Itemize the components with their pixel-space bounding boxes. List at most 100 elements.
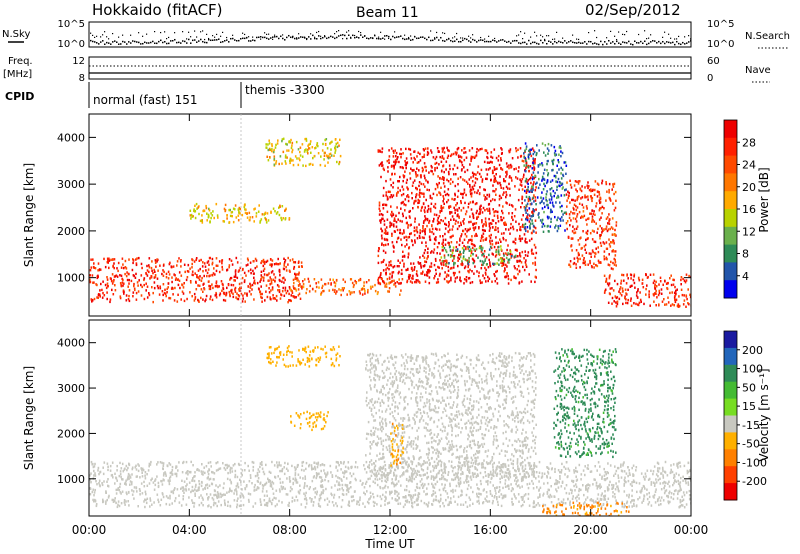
heatmap-cell bbox=[626, 501, 628, 505]
heatmap-cell bbox=[465, 235, 468, 238]
heatmap-cell bbox=[275, 489, 278, 492]
y-tick-label: 3000 bbox=[57, 178, 85, 191]
heatmap-cell bbox=[116, 488, 119, 491]
heatmap-cell bbox=[421, 156, 424, 159]
heatmap-cell bbox=[449, 182, 452, 185]
heatmap-cell bbox=[456, 248, 459, 251]
heatmap-cell bbox=[500, 245, 502, 248]
heatmap-cell bbox=[243, 271, 246, 275]
nsky-sample bbox=[390, 38, 392, 41]
nsearch-sample bbox=[266, 33, 268, 36]
nsky-sample bbox=[242, 37, 244, 40]
heatmap-cell bbox=[286, 143, 288, 146]
heatmap-cell bbox=[576, 198, 578, 202]
heatmap-cell bbox=[413, 229, 416, 233]
heatmap-cell bbox=[557, 225, 559, 228]
heatmap-cell bbox=[425, 273, 428, 277]
heatmap-cell bbox=[567, 190, 569, 193]
heatmap-cell bbox=[268, 287, 270, 290]
heatmap-cell bbox=[289, 299, 291, 302]
heatmap-cell bbox=[265, 146, 267, 149]
heatmap-cell bbox=[358, 290, 361, 293]
nsearch-sample bbox=[442, 32, 444, 34]
heatmap-cell bbox=[231, 215, 233, 218]
heatmap-cell bbox=[313, 278, 316, 281]
heatmap-cell bbox=[479, 212, 481, 215]
nsky-sample bbox=[392, 35, 394, 38]
heatmap-cell bbox=[586, 232, 589, 236]
heatmap-cell bbox=[552, 158, 555, 162]
heatmap-cell bbox=[525, 229, 527, 233]
heatmap-cell bbox=[156, 277, 159, 280]
nsky-sample bbox=[688, 41, 690, 43]
heatmap-cell bbox=[535, 268, 537, 272]
heatmap-cell bbox=[487, 209, 489, 212]
heatmap-cell bbox=[559, 477, 561, 480]
heatmap-cell bbox=[496, 210, 499, 214]
heatmap-cell bbox=[493, 180, 495, 183]
heatmap-cell bbox=[354, 465, 356, 469]
heatmap-cell bbox=[148, 292, 150, 295]
heatmap-cell bbox=[612, 261, 614, 265]
heatmap-cell bbox=[234, 273, 237, 276]
heatmap-cell bbox=[412, 277, 414, 280]
heatmap-cell bbox=[201, 214, 203, 217]
nsearch-sample bbox=[302, 36, 304, 38]
heatmap-cell bbox=[388, 287, 391, 290]
heatmap-cell bbox=[422, 270, 424, 273]
heatmap-cell bbox=[350, 278, 353, 281]
heatmap-cell bbox=[558, 153, 560, 156]
heatmap-cell bbox=[579, 187, 581, 190]
heatmap-cell bbox=[655, 280, 657, 284]
heatmap-cell bbox=[412, 473, 415, 476]
nsky-sample bbox=[680, 43, 682, 46]
heatmap-cell bbox=[279, 262, 281, 265]
heatmap-cell bbox=[522, 160, 525, 163]
heatmap-cell bbox=[117, 261, 120, 265]
heatmap-cell bbox=[211, 261, 214, 264]
heatmap-cell bbox=[465, 481, 468, 484]
nsky-sample bbox=[426, 38, 428, 41]
heatmap-cell bbox=[610, 226, 613, 229]
nsearch-sample bbox=[626, 30, 628, 33]
heatmap-cell bbox=[501, 209, 503, 213]
nsky-sample bbox=[256, 36, 258, 39]
nsky-sample bbox=[144, 41, 146, 44]
heatmap-cell bbox=[395, 483, 397, 487]
nsky-sample bbox=[240, 38, 242, 40]
heatmap-cell bbox=[411, 277, 413, 280]
heatmap-cell bbox=[294, 474, 297, 477]
heatmap-cell bbox=[261, 300, 263, 303]
heatmap-cell bbox=[519, 239, 522, 243]
heatmap-cell bbox=[594, 252, 597, 255]
heatmap-cell bbox=[180, 274, 183, 277]
heatmap-cell bbox=[600, 206, 602, 210]
heatmap-cell bbox=[534, 219, 537, 222]
heatmap-cell bbox=[395, 160, 398, 163]
heatmap-cell bbox=[507, 252, 509, 255]
heatmap-cell bbox=[595, 481, 598, 484]
heatmap-cell bbox=[350, 495, 353, 498]
heatmap-cell bbox=[551, 179, 554, 182]
heatmap-cell bbox=[263, 213, 265, 216]
heatmap-cell bbox=[312, 488, 315, 491]
heatmap-cell bbox=[404, 245, 406, 248]
heatmap-cell bbox=[414, 220, 416, 223]
heatmap-cell bbox=[437, 278, 439, 281]
heatmap-cell bbox=[453, 263, 455, 266]
heatmap-cell bbox=[569, 503, 571, 506]
heatmap-cell bbox=[467, 202, 470, 206]
heatmap-cell bbox=[519, 237, 522, 241]
nsky-sample bbox=[306, 37, 308, 40]
heatmap-cell bbox=[675, 292, 677, 295]
heatmap-cell bbox=[463, 266, 466, 270]
heatmap-cell bbox=[392, 213, 395, 217]
heatmap-cell bbox=[534, 246, 537, 249]
heatmap-cell bbox=[439, 252, 441, 255]
heatmap-cell bbox=[132, 295, 134, 298]
heatmap-cell bbox=[113, 258, 116, 261]
heatmap-cell bbox=[198, 488, 200, 491]
heatmap-cell bbox=[311, 479, 314, 483]
heatmap-cell bbox=[450, 276, 452, 279]
